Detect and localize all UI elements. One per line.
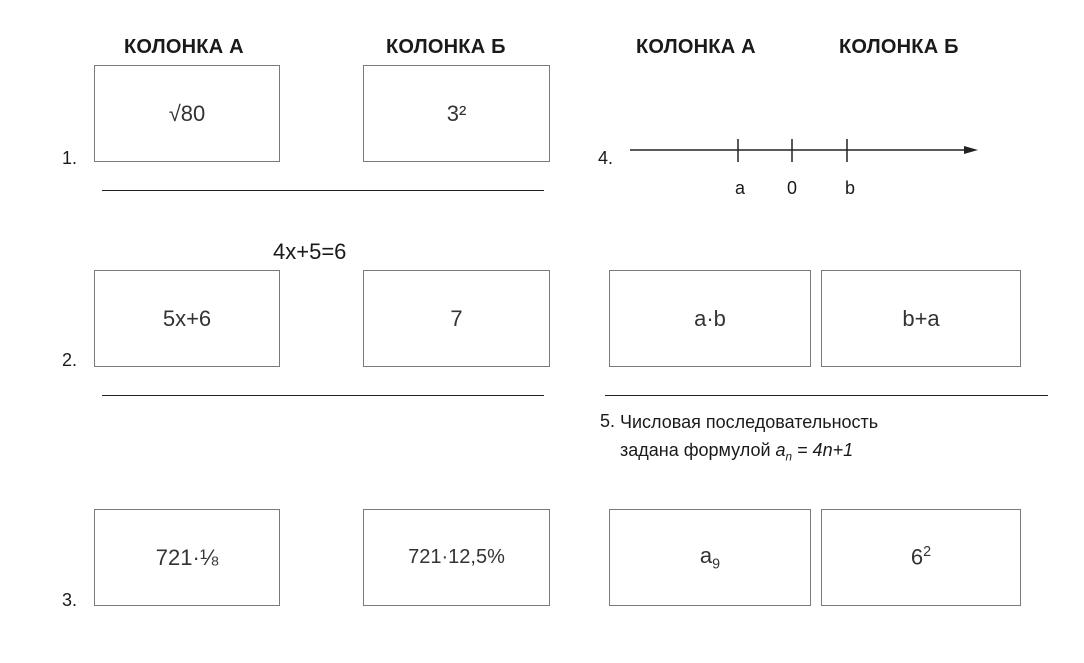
task2-column-b-box: 7 <box>363 270 550 367</box>
task5-formula-rest: = 4n+1 <box>792 440 854 460</box>
task3-column-a-box: 721·⅛ <box>94 509 280 606</box>
tick-label-b: b <box>845 178 856 198</box>
task2-column-a-value: 5x+6 <box>162 305 212 331</box>
number-line <box>630 139 978 162</box>
task4-number: 4. <box>598 148 614 168</box>
task4-column-a-box: a·b <box>609 270 811 367</box>
task2-answer-line <box>102 395 544 396</box>
task4-answer-line <box>605 395 1048 396</box>
task5-condition-line1: Числовая последовательность <box>620 412 879 432</box>
task3-column-a-value: 721·⅛ <box>155 544 219 570</box>
tick-label-0: 0 <box>787 178 798 198</box>
header-left-column-b: КОЛОНКА Б <box>386 36 506 58</box>
task1-column-b-box: 3² <box>363 65 550 162</box>
header-right-column-a: КОЛОНКА А <box>636 36 756 58</box>
tick-label-a: a <box>735 178 746 198</box>
task5-formula-var: a <box>775 440 786 460</box>
task5-condition-prefix: задана формулой <box>620 440 776 460</box>
task5-column-a-box: a9 <box>609 509 811 606</box>
task4-column-b-value: b+a <box>902 305 940 331</box>
task1-column-a-value: √80 <box>168 100 206 126</box>
task1-column-a-box: √80 <box>94 65 280 162</box>
task5-column-b-value: 62 <box>911 544 931 570</box>
task5-column-b-sup: 2 <box>923 544 932 561</box>
task3-number: 3. <box>62 590 78 610</box>
task5-column-b-base: 6 <box>910 544 924 570</box>
number-line-arrow <box>964 146 978 154</box>
task5-formula-sub: n <box>785 450 793 464</box>
header-left-column-a: КОЛОНКА А <box>124 36 244 58</box>
task2-column-b-value: 7 <box>450 305 463 331</box>
task2-column-a-box: 5x+6 <box>94 270 280 367</box>
task2-number: 2. <box>62 350 78 370</box>
task1-answer-line <box>102 190 544 191</box>
task2-condition: 4x+5=6 <box>273 239 347 264</box>
task3-column-b-box: 721·12,5% <box>363 509 550 606</box>
task4-column-a-value: a·b <box>694 305 726 331</box>
task1-number: 1. <box>62 148 78 168</box>
task5-column-a-sub: 9 <box>712 556 721 573</box>
header-right-column-b: КОЛОНКА Б <box>839 36 959 58</box>
task5-column-a-var: a <box>699 542 713 568</box>
task1-column-b-value: 3² <box>446 100 467 126</box>
task5-condition: Числовая последовательность задана форму… <box>620 408 878 472</box>
task5-column-a-value: a9 <box>700 543 720 572</box>
task4-column-b-box: b+a <box>821 270 1021 367</box>
task5-number: 5. <box>600 411 616 431</box>
task5-column-b-box: 62 <box>821 509 1021 606</box>
task5-condition-line2: задана формулой an = 4n+1 <box>620 436 878 472</box>
task3-column-b-value: 721·12,5% <box>408 546 505 568</box>
